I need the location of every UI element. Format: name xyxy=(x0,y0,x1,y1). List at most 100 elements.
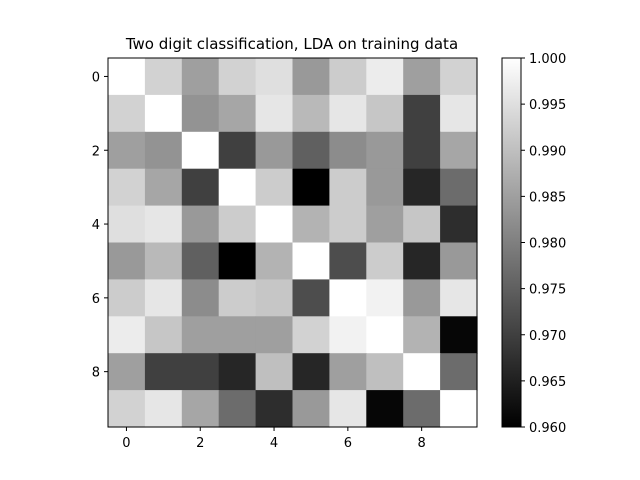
heatmap-cell xyxy=(218,390,257,428)
colorbar-gradient xyxy=(502,58,521,427)
heatmap-cell xyxy=(108,168,146,207)
colorbar-tick-label: 0.985 xyxy=(529,190,566,205)
heatmap-cell xyxy=(366,279,404,317)
heatmap-cell xyxy=(366,168,404,207)
heatmap-cell xyxy=(255,168,294,207)
heatmap-cell xyxy=(144,279,183,317)
heatmap-cell xyxy=(440,279,478,317)
heatmap-cell xyxy=(218,168,257,207)
heatmap-cell xyxy=(181,131,220,170)
x-tick-label: 6 xyxy=(344,436,352,451)
heatmap-cell xyxy=(329,242,367,280)
heatmap-cell xyxy=(255,316,294,354)
heatmap-cell xyxy=(108,131,146,170)
heatmap-cell xyxy=(255,94,294,133)
heatmap-cell xyxy=(218,58,257,96)
heatmap-cell xyxy=(144,390,183,428)
heatmap-cell xyxy=(440,353,478,391)
colorbar-tick-label: 1.000 xyxy=(529,52,566,67)
heatmap-cell xyxy=(329,131,367,170)
heatmap-cell xyxy=(403,205,441,244)
heatmap-cell xyxy=(292,58,330,96)
chart-title: Two digit classification, LDA on trainin… xyxy=(125,35,458,53)
heatmap-cell xyxy=(255,205,294,244)
heatmap-cell xyxy=(108,205,146,244)
heatmap-cell xyxy=(329,94,367,133)
heatmap-cell xyxy=(292,390,330,428)
x-tick-label: 2 xyxy=(196,436,204,451)
colorbar-tick-label: 0.980 xyxy=(529,237,566,252)
heatmap-cell xyxy=(218,205,257,244)
heatmap-cell xyxy=(181,58,220,96)
heatmap-cell xyxy=(144,205,183,244)
heatmap-cell xyxy=(292,279,330,317)
x-tick-label: 8 xyxy=(418,436,426,451)
colorbar-tick-label: 0.975 xyxy=(529,283,566,298)
heatmap-cell xyxy=(181,279,220,317)
heatmap-cell xyxy=(366,94,404,133)
heatmap-cell xyxy=(292,353,330,391)
colorbar-tick-label: 0.965 xyxy=(529,375,566,390)
heatmap-cell xyxy=(144,58,183,96)
heatmap-cell xyxy=(403,353,441,391)
heatmap-cell xyxy=(144,242,183,280)
heatmap-cell xyxy=(108,316,146,354)
colorbar-tick-label: 0.990 xyxy=(529,144,566,159)
heatmap-cell xyxy=(144,131,183,170)
heatmap-cell xyxy=(440,131,478,170)
heatmap-cell xyxy=(218,353,257,391)
colorbar-tick-label: 0.970 xyxy=(529,329,566,344)
heatmap-cell xyxy=(255,279,294,317)
heatmap-cell xyxy=(403,390,441,428)
y-tick-label: 0 xyxy=(92,70,100,85)
heatmap-cell xyxy=(366,205,404,244)
heatmap-cell xyxy=(292,242,330,280)
heatmap-cell xyxy=(292,94,330,133)
heatmap-cell xyxy=(181,94,220,133)
heatmap-cell xyxy=(218,316,257,354)
heatmap-cell xyxy=(440,390,478,428)
heatmap-cells xyxy=(108,58,478,428)
heatmap-cell xyxy=(440,242,478,280)
heatmap-cell xyxy=(366,242,404,280)
heatmap-cell xyxy=(403,242,441,280)
heatmap-cell xyxy=(329,58,367,96)
y-tick-label: 6 xyxy=(92,292,100,307)
heatmap-cell xyxy=(366,131,404,170)
heatmap-cell xyxy=(366,353,404,391)
heatmap-cell xyxy=(329,279,367,317)
heatmap-cell xyxy=(440,58,478,96)
y-tick-label: 2 xyxy=(92,144,100,159)
heatmap-cell xyxy=(403,279,441,317)
heatmap-cell xyxy=(108,390,146,428)
heatmap-cell xyxy=(403,131,441,170)
heatmap-cell xyxy=(144,94,183,133)
heatmap-cell xyxy=(181,353,220,391)
heatmap-cell xyxy=(440,205,478,244)
heatmap-cell xyxy=(255,242,294,280)
heatmap-cell xyxy=(255,353,294,391)
heatmap-cell xyxy=(329,353,367,391)
heatmap-cell xyxy=(329,316,367,354)
colorbar-tick-label: 0.960 xyxy=(529,421,566,436)
x-tick-label: 4 xyxy=(270,436,278,451)
heatmap-cell xyxy=(255,131,294,170)
heatmap-cell xyxy=(181,168,220,207)
colorbar-ticks: 0.960 0.965 0.970 0.975 0.980 0.985 0.990 0.995… xyxy=(521,52,566,436)
heatmap-cell xyxy=(181,242,220,280)
heatmap-cell xyxy=(108,242,146,280)
heatmap-cell xyxy=(108,353,146,391)
heatmap-cell xyxy=(440,94,478,133)
heatmap-cell xyxy=(218,242,257,280)
heatmap-cell xyxy=(292,168,330,207)
heatmap-cell xyxy=(403,94,441,133)
heatmap-frame xyxy=(107,57,478,428)
heatmap-cell xyxy=(403,316,441,354)
heatmap-cell xyxy=(181,316,220,354)
heatmap-cell xyxy=(292,131,330,170)
heatmap-cell xyxy=(329,390,367,428)
x-axis-ticks: 0 2 4 6 8 xyxy=(122,427,426,451)
heatmap-cell xyxy=(218,131,257,170)
heatmap-cell xyxy=(144,316,183,354)
